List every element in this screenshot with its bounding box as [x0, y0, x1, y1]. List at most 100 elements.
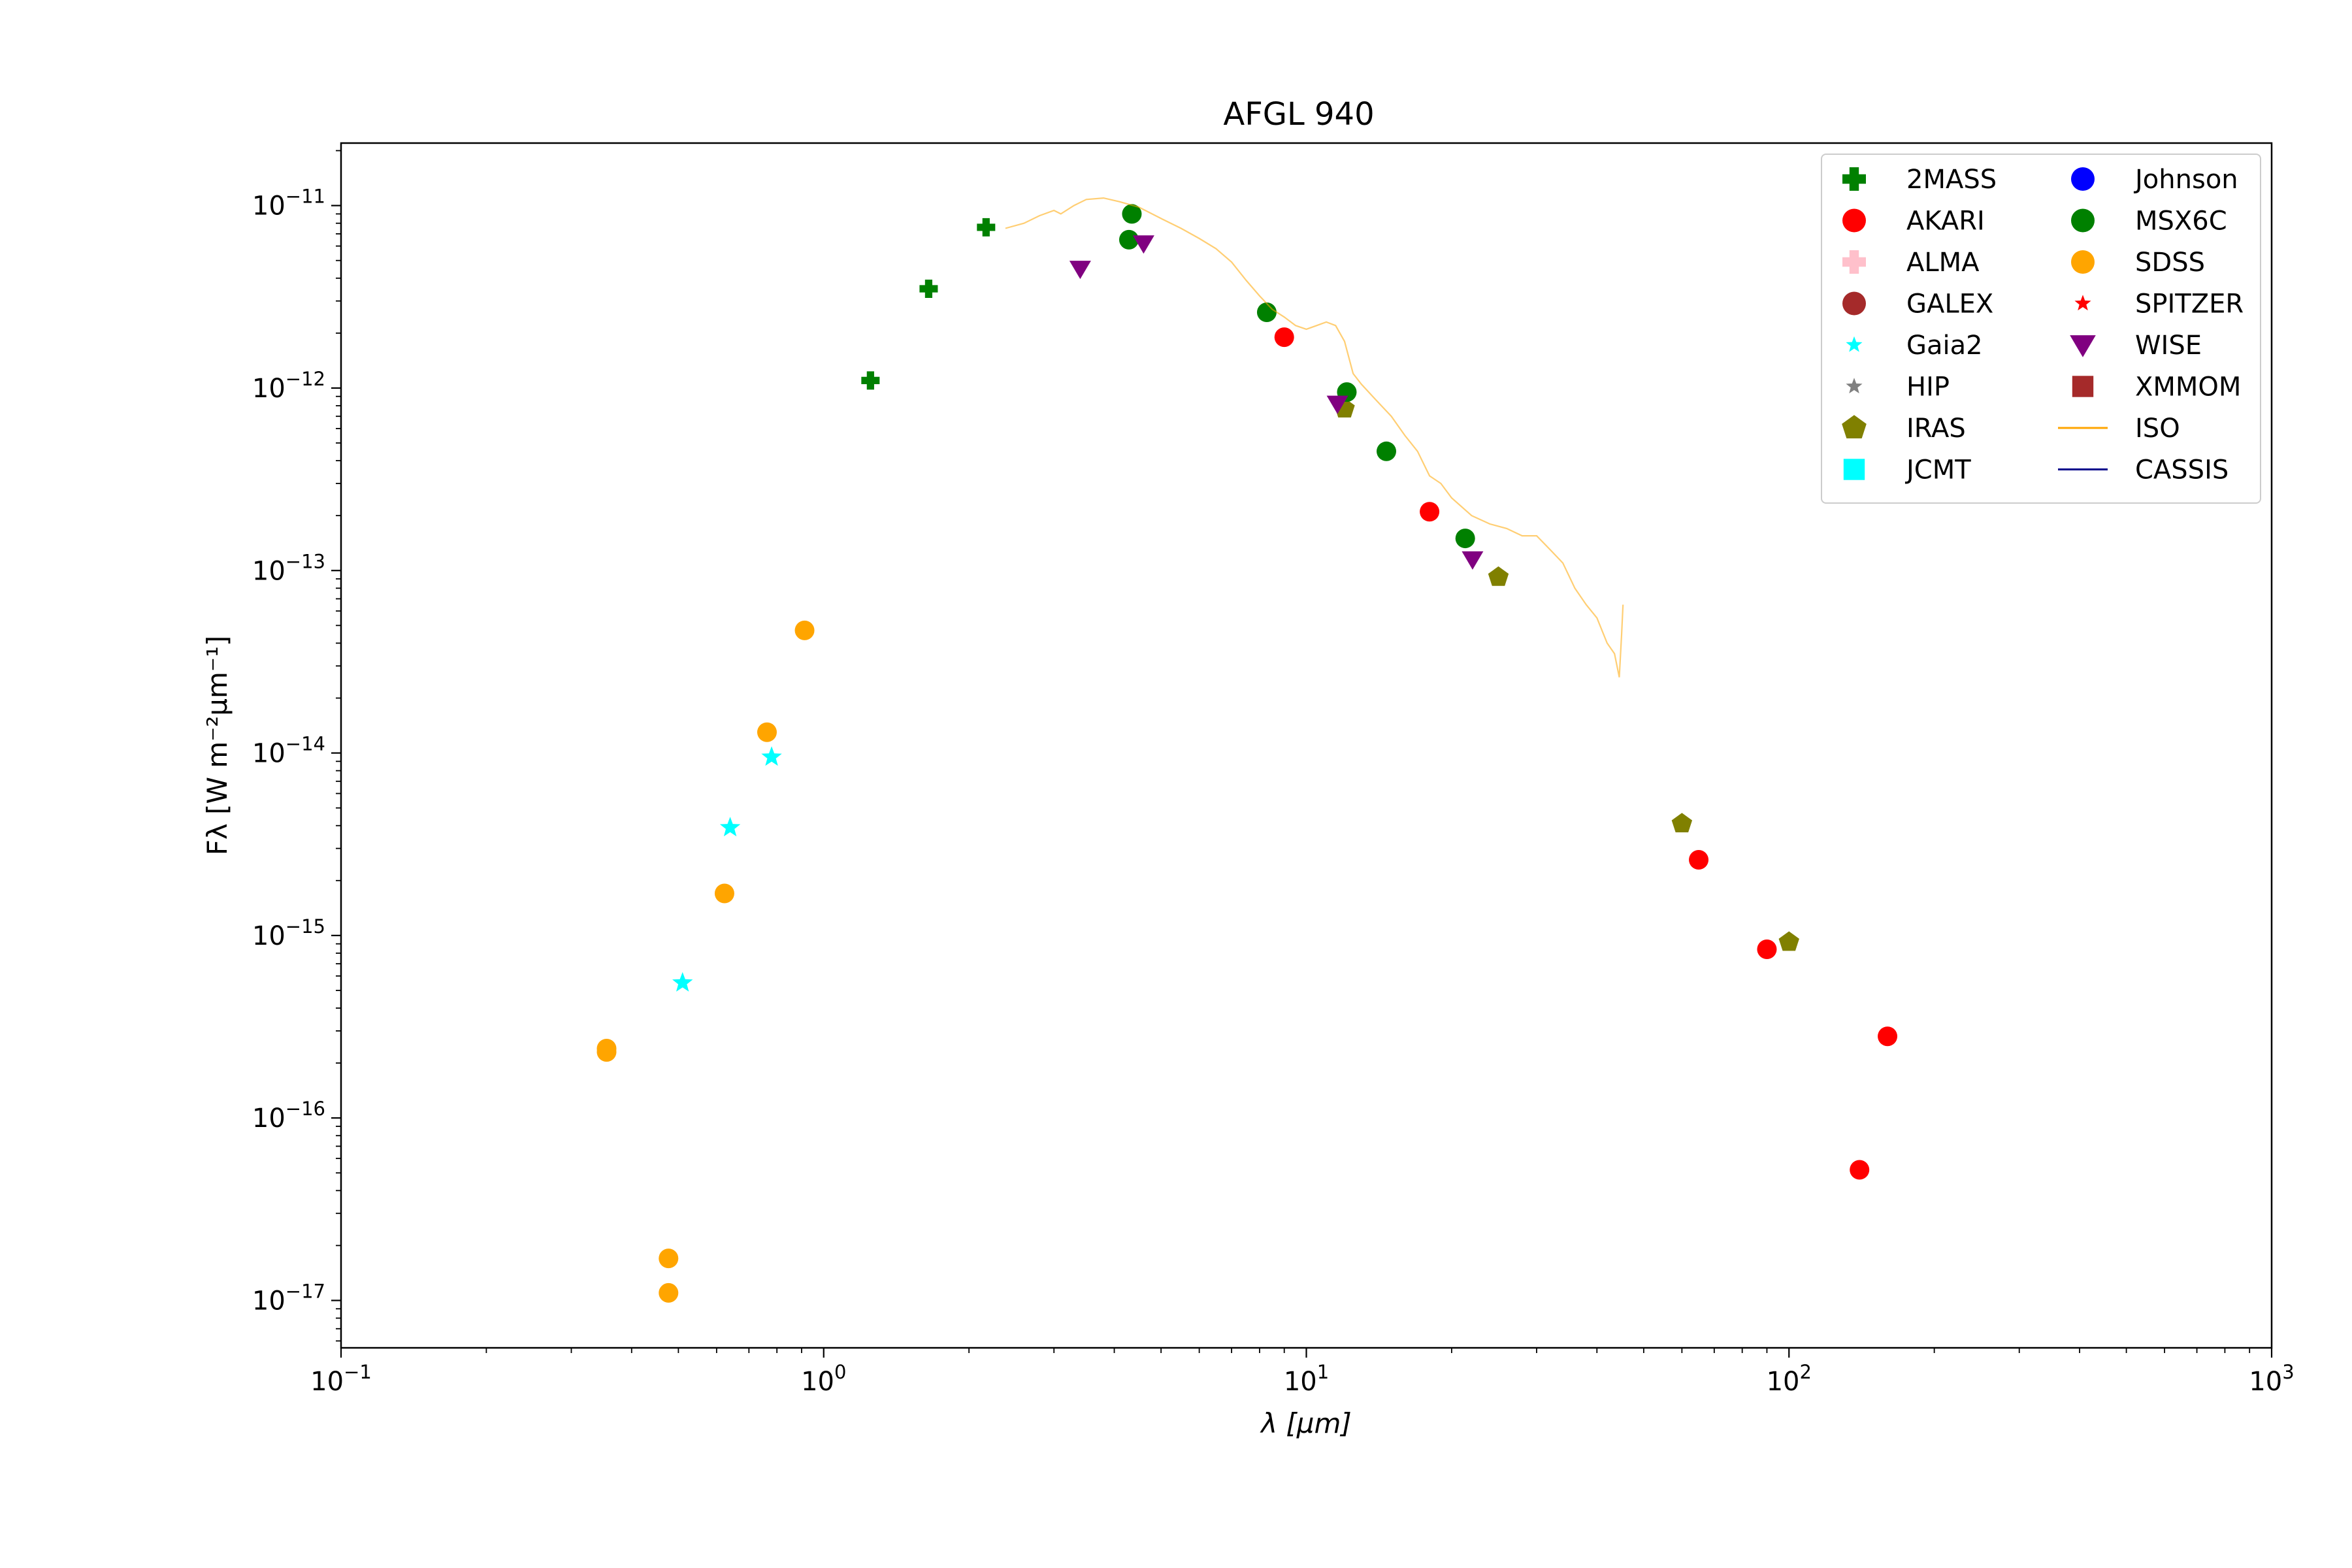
- legend-item-sdss: SDSS: [2071, 248, 2205, 278]
- y-tick-exponent: −17: [286, 1280, 325, 1302]
- y-tick-label: 10−15: [252, 915, 325, 951]
- y-tick-base: 10: [252, 191, 286, 221]
- legend-label-xmmom: XMMOM: [2135, 372, 2241, 402]
- legend-swatch-xmmom: [2072, 376, 2094, 397]
- data-point-sdss-3: [659, 1282, 679, 1303]
- legend-swatch-hip: [1846, 378, 1863, 394]
- legend-label-galex: GALEX: [1906, 289, 1993, 319]
- x-axis-title: λ [μm]: [1260, 1407, 1352, 1439]
- legend-label-gaia2: Gaia2: [1906, 331, 1983, 361]
- legend-box: [1821, 154, 2261, 504]
- legend-item-johnson: Johnson: [2071, 165, 2238, 195]
- data-point-akari-5: [1878, 1026, 1898, 1047]
- legend-swatch-johnson: [2071, 167, 2095, 191]
- y-tick-exponent: −16: [286, 1098, 325, 1120]
- data-point-wise-0: [1069, 261, 1091, 280]
- x-tick-exponent: −1: [344, 1361, 372, 1383]
- legend-swatch-iras: [1842, 415, 1867, 439]
- data-point-2mass-1: [919, 279, 938, 298]
- data-point-sdss-5: [757, 722, 777, 742]
- x-tick-label: 103: [2249, 1361, 2294, 1397]
- legend-label-wise: WISE: [2135, 331, 2202, 361]
- data-point-akari-1: [1420, 502, 1440, 522]
- legend-swatch-gaia2: [1846, 336, 1863, 352]
- legend-item-xmmom: XMMOM: [2072, 372, 2241, 402]
- data-point-akari-0: [1274, 327, 1294, 348]
- data-point-gaia2-2: [761, 746, 782, 766]
- y-tick-base: 10: [252, 921, 286, 951]
- data-point-akari-4: [1850, 1160, 1870, 1180]
- x-tick-base: 10: [801, 1367, 834, 1397]
- legend-item-iso: ISO: [2058, 414, 2180, 444]
- data-point-gaia2-0: [672, 972, 693, 992]
- y-tick-base: 10: [252, 374, 286, 404]
- x-tick-base: 10: [310, 1367, 344, 1397]
- y-tick-exponent: −15: [286, 915, 325, 938]
- y-tick-label: 10−14: [252, 733, 325, 769]
- series-iso: [1005, 197, 1624, 678]
- legend-label-jcmt: JCMT: [1904, 455, 1971, 485]
- legend-swatch-spitzer: [2074, 295, 2091, 311]
- legend-item-cassis: CASSIS: [2058, 455, 2229, 485]
- legend-item-iras: IRAS: [1842, 414, 1966, 444]
- y-tick-label: 10−12: [252, 368, 325, 404]
- series-2mass: [861, 218, 996, 390]
- x-tick-label: 100: [801, 1361, 846, 1397]
- legend-label-msx6c: MSX6C: [2135, 206, 2227, 237]
- data-point-iras-2: [1671, 813, 1693, 833]
- legend-label-2mass: 2MASS: [1906, 165, 1997, 195]
- y-tick-exponent: −11: [286, 186, 325, 208]
- legend-label-iras: IRAS: [1906, 414, 1966, 444]
- series-msx6c: [1119, 204, 1475, 549]
- y-tick-exponent: −13: [286, 550, 325, 572]
- data-point-wise-2: [1326, 395, 1348, 414]
- legend-swatch-wise: [2070, 335, 2096, 357]
- series-akari: [1274, 327, 1898, 1180]
- legend-swatch-sdss: [2071, 250, 2095, 274]
- legend-swatch-jcmt: [1843, 459, 1865, 480]
- x-tick-label: 102: [1767, 1361, 1812, 1397]
- series-wise: [1069, 235, 1484, 570]
- data-point-msx6c-2: [1256, 302, 1277, 323]
- y-tick-base: 10: [252, 556, 286, 586]
- data-point-wise-3: [1462, 551, 1484, 570]
- legend-label-iso: ISO: [2135, 414, 2180, 444]
- data-point-sdss-2: [659, 1249, 679, 1269]
- x-tick-base: 10: [2249, 1367, 2282, 1397]
- legend-swatch-alma: [1842, 250, 1866, 274]
- data-point-akari-3: [1757, 939, 1777, 960]
- y-axis-title: Fλ [W m⁻²μm⁻¹]: [201, 636, 233, 856]
- legend-swatch-galex: [1842, 291, 1866, 316]
- legend-item-galex: GALEX: [1842, 289, 1993, 319]
- x-tick-exponent: 0: [834, 1361, 846, 1383]
- legend-item-2mass: 2MASS: [1842, 165, 1997, 195]
- legend-item-gaia2: Gaia2: [1846, 331, 1983, 361]
- legend-label-spitzer: SPITZER: [2135, 289, 2244, 319]
- x-tick-exponent: 3: [2282, 1361, 2294, 1383]
- y-tick-base: 10: [252, 739, 286, 769]
- legend: 2MASS AKARI ALMA GALEX Gaia2 HIP IRAS JCMT Johns…: [1821, 154, 2261, 504]
- legend-swatch-akari: [1842, 208, 1866, 233]
- data-point-sdss-6: [794, 620, 815, 640]
- x-tick-exponent: 1: [1317, 1361, 1329, 1383]
- data-point-wise-1: [1132, 235, 1154, 254]
- y-tick-label: 10−13: [252, 550, 325, 586]
- series-iso-line: [1005, 197, 1624, 678]
- data-point-2mass-0: [861, 371, 880, 390]
- legend-item-wise: WISE: [2070, 331, 2202, 361]
- y-tick-base: 10: [252, 1103, 286, 1134]
- legend-item-alma: ALMA: [1842, 248, 1980, 278]
- x-tick-base: 10: [1767, 1367, 1800, 1397]
- data-point-msx6c-1: [1122, 204, 1142, 224]
- legend-item-spitzer: SPITZER: [2074, 289, 2244, 319]
- legend-item-hip: HIP: [1846, 372, 1950, 402]
- legend-label-cassis: CASSIS: [2135, 455, 2229, 485]
- legend-item-msx6c: MSX6C: [2071, 206, 2227, 237]
- x-tick-label: 10−1: [310, 1361, 372, 1397]
- y-tick-label: 10−11: [252, 186, 325, 221]
- legend-swatch-msx6c: [2071, 208, 2095, 233]
- legend-label-hip: HIP: [1906, 372, 1950, 402]
